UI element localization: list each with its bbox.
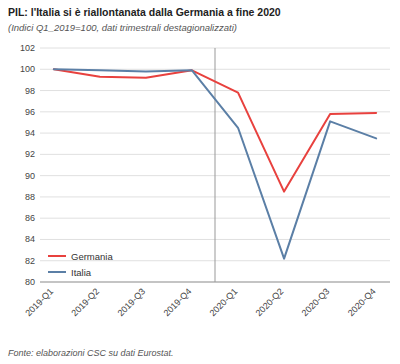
- title: PIL: l'Italia si è riallontanata dalla G…: [8, 6, 281, 18]
- y-grid: [40, 48, 390, 282]
- series-line: [54, 69, 376, 258]
- y-tick-label: 84: [25, 234, 35, 244]
- x-tick-label: 2019-Q2: [69, 286, 101, 318]
- x-tick-label: 2020-Q3: [300, 286, 332, 318]
- y-tick-label: 90: [25, 171, 35, 181]
- y-tick-label: 80: [25, 277, 35, 287]
- x-tick-label: 2019-Q4: [162, 286, 194, 318]
- y-tick-label: 102: [20, 43, 35, 53]
- x-tick-label: 2019-Q1: [23, 286, 55, 318]
- x-tick-label: 2019-Q3: [115, 286, 147, 318]
- y-tick-label: 92: [25, 149, 35, 159]
- separator-line: [215, 48, 216, 282]
- legend: Germania Italia: [48, 251, 113, 278]
- y-tick-label: 86: [25, 213, 35, 223]
- y-tick-label: 88: [25, 192, 35, 202]
- legend-swatch: [48, 255, 66, 257]
- x-tick-label: 2020-Q1: [208, 286, 240, 318]
- y-tick-label: 96: [25, 107, 35, 117]
- x-tick-label: 2020-Q2: [254, 286, 286, 318]
- chart: PIL: l'Italia si è riallontanata dalla G…: [0, 0, 400, 364]
- plot-area: [54, 48, 376, 282]
- y-tick-label: 100: [20, 64, 35, 74]
- footnote: Fonte: elaborazioni CSC su dati Eurostat…: [8, 348, 174, 358]
- y-tick-label: 82: [25, 256, 35, 266]
- legend-label: Germania: [71, 251, 113, 262]
- y-tick-label: 94: [25, 128, 35, 138]
- subtitle: (Indici Q1_2019=100, dati trimestrali de…: [8, 22, 237, 33]
- legend-label: Italia: [71, 267, 92, 278]
- legend-swatch: [48, 271, 66, 273]
- x-tick-label: 2020-Q4: [346, 286, 378, 318]
- y-tick-label: 98: [25, 86, 35, 96]
